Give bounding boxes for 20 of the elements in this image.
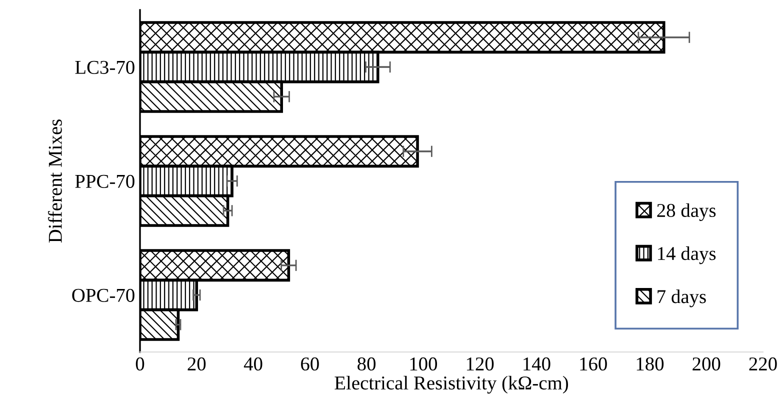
x-tick-label: 0 [136, 357, 144, 371]
x-tick-label: 80 [358, 357, 376, 371]
x-tick-label: 180 [636, 357, 664, 371]
legend-label: 7 days [658, 290, 706, 308]
y-tick-label: OPC-70 [72, 288, 134, 302]
x-tick-label: 40 [244, 357, 262, 371]
x-tick-label: 20 [188, 357, 206, 371]
x-tick-label: 100 [410, 357, 438, 371]
x-tick-label: 160 [580, 357, 607, 371]
x-tick-label: 60 [301, 357, 319, 371]
x-tick-label: 120 [466, 357, 494, 371]
x-tick-label: 140 [524, 357, 550, 371]
y-axis-title: Different Mixes [48, 120, 62, 243]
x-tick-label: 200 [692, 357, 720, 371]
y-tick-label: LC3-70 [75, 60, 134, 74]
x-axis-title: Electrical Resistivity (kΩ-cm) [334, 376, 568, 394]
y-tick-label: PPC-70 [75, 174, 134, 188]
legend-label: 28 days [657, 203, 716, 222]
legend-label: 14 days [658, 246, 716, 264]
x-tick-label: 220 [749, 357, 777, 371]
